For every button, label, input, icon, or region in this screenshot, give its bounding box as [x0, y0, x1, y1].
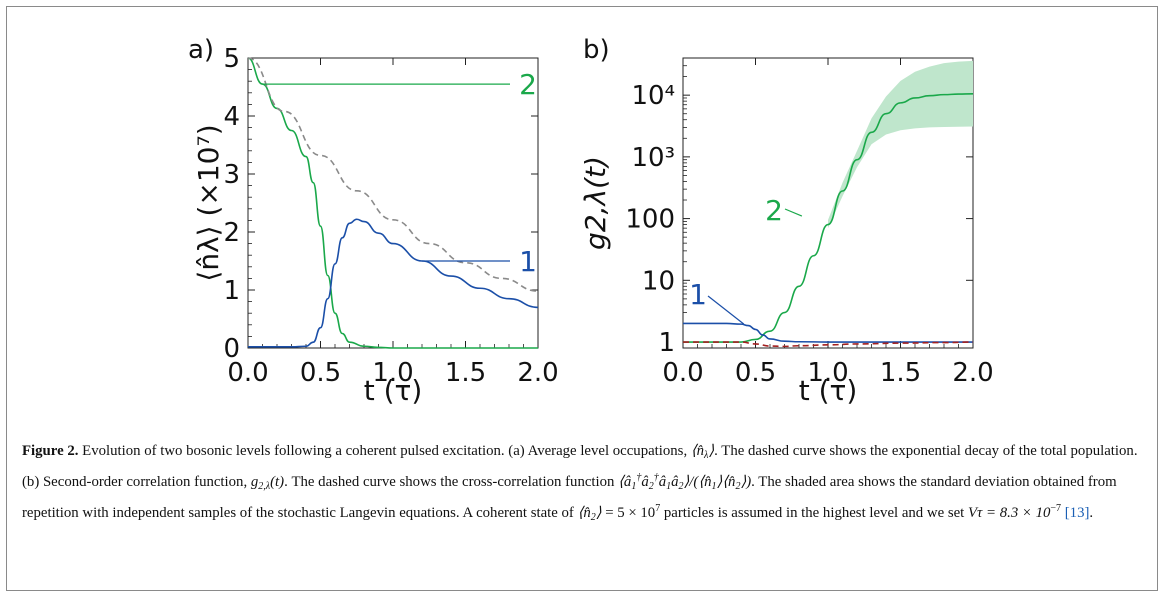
figure-frame [6, 6, 1158, 591]
panel-b-dashed-line [682, 341, 974, 348]
caption-coherent-exp: 7 [655, 503, 661, 514]
caption-a-dashed: . The dashed curve shows the exponential… [22, 443, 1138, 490]
panel-b-series-1-label: 1 [689, 278, 707, 311]
caption-particles: particles is assumed in the highest leve… [663, 505, 965, 521]
panel-b-series-2-line [682, 93, 974, 343]
panel-a-xtick-label: 2.0 [517, 358, 558, 388]
panel-a-series-1-label: 1 [519, 245, 537, 278]
panel-b-label-1-leader [707, 295, 745, 325]
panel-a-ytick-label: 0 [223, 334, 240, 364]
panel-a-ylabel: ⟨n̂λ⟩ (×10⁷) [192, 124, 225, 281]
panel-a-plot-frame [247, 57, 539, 349]
panel-a-series-2-label: 2 [519, 68, 537, 101]
panel-b-xtick-label: 1.0 [807, 358, 848, 388]
caption-b-dashed: . The dashed curve shows the cross-corre… [284, 474, 615, 490]
panel-a-series-1-line [248, 218, 539, 348]
panel-a-xlabel: t (τ) [364, 374, 423, 407]
caption-intro: Evolution of two bosonic levels followin… [82, 443, 688, 459]
panel-a-ytick-label: 2 [223, 218, 240, 248]
panel-b-xtick-label: 0.5 [735, 358, 776, 388]
panel-b-series-1-line [682, 322, 973, 343]
panel-b-xtick-label: 0.0 [662, 358, 703, 388]
panel-a-label: a) [188, 35, 214, 65]
caption-shaded: . The shaded area shows the standard dev… [22, 474, 1117, 521]
caption-end: . [1089, 505, 1094, 521]
panel-b-ytick-label: 10 [642, 266, 675, 296]
panel-b-xlabel: t (τ) [799, 374, 858, 407]
panel-b-xtick-label: 2.0 [952, 358, 993, 388]
panel-a: 0.0 0.5 1.0 1.5 2.0 0 1 2 3 4 5 a) t (τ) ⟨n̂λ⟩ (×10⁷)… [188, 35, 559, 407]
caption-coherent-value: = 5 × 10 [605, 505, 656, 521]
panel-b-ylabel: g2,λ(t) [579, 156, 612, 250]
panel-a-xtick-label: 0.5 [300, 358, 341, 388]
panel-b-std-band [828, 60, 973, 229]
panel-b-ytick-label: 1 [658, 328, 675, 358]
panel-a-ytick-label: 3 [223, 160, 240, 190]
panel-b-ytick-label: 10³ [631, 143, 675, 173]
panel-a-ytick-label: 5 [223, 44, 240, 74]
panel-a-series-2-line [247, 57, 538, 349]
caption-label: Figure 2. [22, 443, 79, 459]
panel-b: 0.0 0.5 1.0 1.5 2.0 1 10 100 10³ 10⁴ b) t (τ) g2,λ(t… [579, 35, 994, 407]
caption-vtau: Vτ = 8.3 × 10 [968, 505, 1051, 521]
caption-vtau-exp: −7 [1050, 503, 1062, 514]
caption-reference-link[interactable]: [13] [1064, 505, 1090, 521]
panel-b-ytick-label: 100 [625, 205, 675, 235]
panel-b-series-2-label: 2 [765, 194, 783, 227]
panel-b-ytick-label: 10⁴ [631, 81, 675, 111]
panel-b-xtick-label: 1.5 [880, 358, 921, 388]
panel-a-ytick-label: 4 [223, 102, 240, 132]
panel-b-label-2-leader [784, 208, 803, 217]
panel-a-xtick-label: 1.0 [372, 358, 413, 388]
figure-plots: 0.0 0.5 1.0 1.5 2.0 0 1 2 3 4 5 a) t (τ) ⟨n̂λ⟩ (×10⁷)… [188, 35, 994, 407]
figure-caption: Figure 2. Evolution of two bosonic level… [22, 443, 1138, 523]
panel-b-label: b) [583, 35, 610, 65]
panel-a-xtick-label: 1.5 [445, 358, 486, 388]
panel-a-ytick-label: 1 [223, 276, 240, 306]
panel-a-dashed-line [247, 57, 539, 292]
panel-a-xtick-label: 0.0 [227, 358, 268, 388]
